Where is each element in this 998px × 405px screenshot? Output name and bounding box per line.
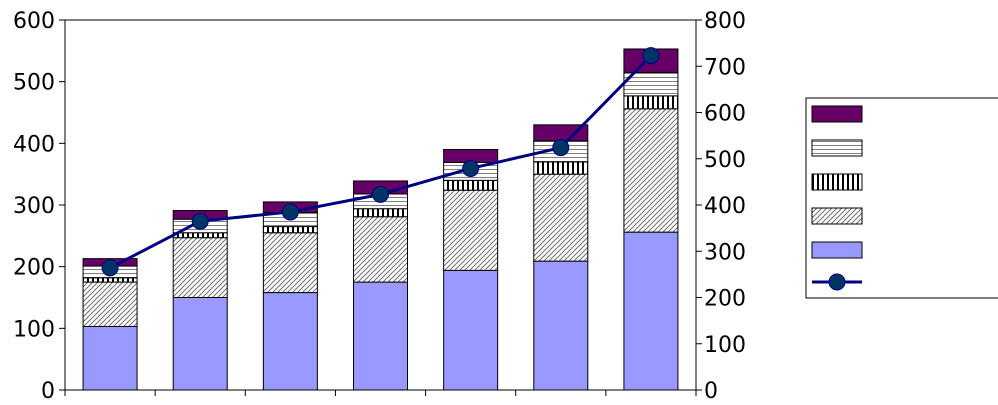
- bars: [82, 48, 679, 391]
- y-axis-tick-label: 200: [13, 256, 55, 281]
- y2-axis-tick-label: 800: [704, 9, 746, 34]
- y-axis-tick-label: 100: [13, 317, 55, 342]
- legend-swatch: [811, 207, 863, 225]
- bar-segment: [82, 277, 138, 283]
- line-point: [552, 139, 570, 157]
- y-axis-tick-label: 400: [13, 132, 55, 157]
- bar-segment: [533, 173, 589, 262]
- bar-segment: [623, 231, 679, 391]
- bar-segment: [353, 216, 408, 283]
- line-point: [462, 159, 480, 177]
- line-series: [101, 47, 660, 277]
- legend-swatch: [811, 105, 863, 123]
- legend-box: [805, 97, 998, 299]
- bar-segment: [262, 292, 318, 391]
- y-axis-tick-label: 300: [13, 194, 55, 219]
- legend-line-marker: [828, 273, 846, 291]
- bar-segment: [172, 237, 228, 298]
- bar-segment: [353, 208, 408, 218]
- legend-swatch: [811, 139, 863, 157]
- bar-segment: [623, 95, 679, 110]
- line-point: [642, 47, 660, 65]
- bar-segment: [443, 269, 499, 391]
- y2-axis-tick-label: 400: [704, 194, 746, 219]
- bar-segment: [623, 108, 679, 233]
- bar-segment: [262, 232, 318, 294]
- bar-segment: [443, 189, 499, 271]
- legend-swatch: [811, 241, 863, 259]
- y2-axis-tick-label: 200: [704, 287, 746, 312]
- bar-segment: [82, 281, 138, 327]
- y-axis-tick-label: 500: [13, 71, 55, 96]
- bar-segment: [353, 281, 408, 391]
- bar-segment: [443, 179, 499, 191]
- y2-axis-tick-label: 500: [704, 148, 746, 173]
- y-axis-tick-label: 0: [41, 379, 55, 404]
- y2-axis-tick-label: 600: [704, 102, 746, 127]
- line-point: [281, 203, 299, 221]
- y2-axis-tick-label: 300: [704, 240, 746, 265]
- y2-axis-tick-label: 700: [704, 55, 746, 80]
- line-point: [372, 185, 389, 203]
- bar-segment: [172, 232, 228, 239]
- axes: 0 100 200 300 400 500 600 0 100 200 300 400 500 600 70…: [13, 9, 746, 404]
- bar-segment: [533, 260, 589, 391]
- legend: [805, 97, 998, 299]
- y2-axis-tick-label: 0: [704, 379, 718, 404]
- line-point: [191, 212, 209, 230]
- bar-segment: [172, 297, 228, 391]
- y2-axis-tick-label: 100: [704, 333, 746, 358]
- bar-segment: [82, 325, 138, 391]
- legend-swatch: [811, 173, 863, 191]
- y-axis-tick-label: 600: [13, 9, 55, 34]
- bar-segment: [262, 226, 318, 234]
- bar-segment: [533, 161, 589, 175]
- line-point: [101, 259, 119, 277]
